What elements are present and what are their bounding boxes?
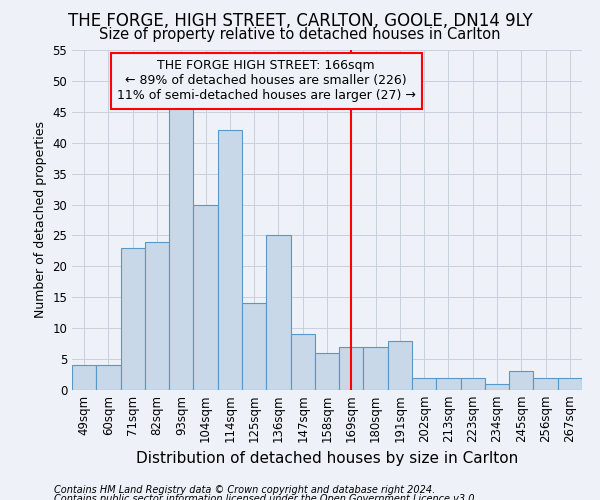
- Bar: [193, 204, 218, 390]
- Bar: [145, 242, 169, 390]
- Bar: [315, 353, 339, 390]
- Bar: [388, 340, 412, 390]
- Bar: [121, 248, 145, 390]
- Bar: [169, 106, 193, 390]
- Bar: [533, 378, 558, 390]
- Bar: [96, 366, 121, 390]
- Y-axis label: Number of detached properties: Number of detached properties: [34, 122, 47, 318]
- Bar: [558, 378, 582, 390]
- Bar: [339, 346, 364, 390]
- Text: Contains public sector information licensed under the Open Government Licence v3: Contains public sector information licen…: [54, 494, 478, 500]
- Bar: [364, 346, 388, 390]
- X-axis label: Distribution of detached houses by size in Carlton: Distribution of detached houses by size …: [136, 451, 518, 466]
- Text: Contains HM Land Registry data © Crown copyright and database right 2024.: Contains HM Land Registry data © Crown c…: [54, 485, 435, 495]
- Bar: [461, 378, 485, 390]
- Bar: [290, 334, 315, 390]
- Text: THE FORGE HIGH STREET: 166sqm
← 89% of detached houses are smaller (226)
11% of : THE FORGE HIGH STREET: 166sqm ← 89% of d…: [117, 60, 416, 102]
- Bar: [485, 384, 509, 390]
- Text: THE FORGE, HIGH STREET, CARLTON, GOOLE, DN14 9LY: THE FORGE, HIGH STREET, CARLTON, GOOLE, …: [68, 12, 532, 30]
- Bar: [436, 378, 461, 390]
- Bar: [266, 236, 290, 390]
- Bar: [242, 304, 266, 390]
- Bar: [72, 366, 96, 390]
- Bar: [412, 378, 436, 390]
- Bar: [509, 372, 533, 390]
- Bar: [218, 130, 242, 390]
- Text: Size of property relative to detached houses in Carlton: Size of property relative to detached ho…: [99, 28, 501, 42]
